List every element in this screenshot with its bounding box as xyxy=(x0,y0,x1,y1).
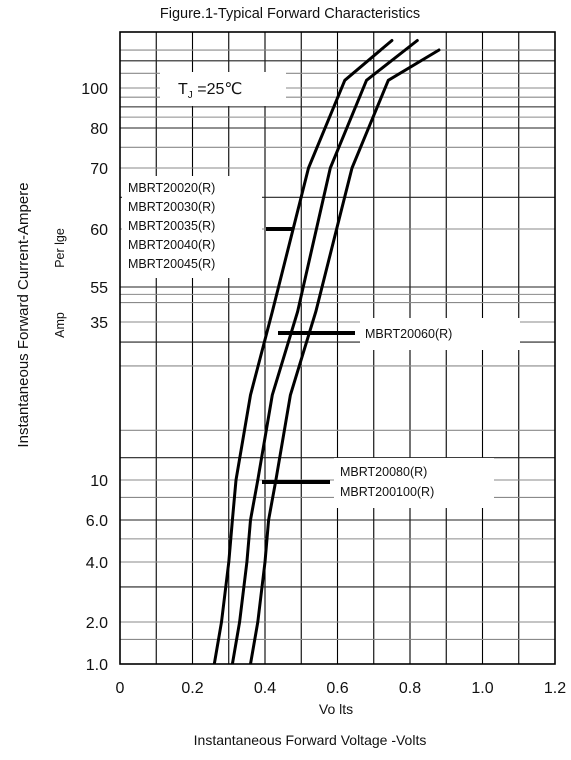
series-label: MBRT20035(R) xyxy=(128,219,215,233)
y-tick-label: 1.0 xyxy=(86,657,108,674)
x-tick-label: 0.6 xyxy=(326,680,348,697)
y-axis-unit-top: Per lge xyxy=(53,228,67,268)
series-label: MBRT200100(R) xyxy=(340,485,434,499)
y-tick-label: 60 xyxy=(90,222,108,239)
y-tick-label: 2.0 xyxy=(86,615,108,632)
curve-group xyxy=(212,39,441,664)
condition-label: TJ =25℃ xyxy=(178,81,242,101)
x-tick-label: 1.2 xyxy=(544,680,566,697)
series-label: MBRT20040(R) xyxy=(128,238,215,252)
y-tick-label: 100 xyxy=(81,81,108,98)
y-tick-label: 70 xyxy=(90,161,108,178)
series-label: MBRT20080(R) xyxy=(340,465,427,479)
y-tick-label: 80 xyxy=(90,121,108,138)
y-tick-label: 6.0 xyxy=(86,513,108,530)
y-axis-title: Instantaneous Forward Current-Ampere xyxy=(15,182,32,447)
y-tick-label: 55 xyxy=(90,280,108,297)
x-tick-label: 0 xyxy=(116,680,125,697)
y-tick-labels: 1.0 2.0 4.0 6.0 10 35 55 60 70 80 100 xyxy=(81,81,108,674)
y-axis-unit-bottom: Amp xyxy=(53,312,67,338)
leader-lines xyxy=(262,227,355,484)
y-tick-label: 35 xyxy=(90,315,108,332)
series-label: MBRT20020(R) xyxy=(128,181,215,195)
y-tick-label: 10 xyxy=(90,473,108,490)
x-tick-label: 1.0 xyxy=(471,680,493,697)
y-tick-label: 4.0 xyxy=(86,555,108,572)
x-axis-title: Instantaneous Forward Voltage -Volts xyxy=(194,732,427,748)
series-label-background xyxy=(334,458,494,508)
series-label: MBRT20030(R) xyxy=(128,200,215,214)
series-label: MBRT20060(R) xyxy=(365,327,452,341)
series-labels: MBRT20020(R) MBRT20030(R) MBRT20035(R) MBRT… xyxy=(128,181,452,499)
x-axis-label: Vo lts xyxy=(319,701,353,717)
series-label-background xyxy=(360,318,520,350)
plot-frame xyxy=(119,31,556,665)
x-tick-label: 0.2 xyxy=(181,680,203,697)
condition-box xyxy=(160,72,286,106)
series-label-background xyxy=(122,176,262,278)
forward-curve-3 xyxy=(249,48,441,664)
legend-backgrounds xyxy=(122,176,520,508)
forward-curve-2 xyxy=(230,39,419,664)
x-tick-label: 0.8 xyxy=(399,680,421,697)
chart-title: Figure.1-Typical Forward Characteristics xyxy=(160,6,420,22)
x-tick-labels: 0 0.2 0.4 0.6 0.8 1.0 1.2 xyxy=(116,680,567,697)
forward-curve-1 xyxy=(212,39,394,664)
series-label: MBRT20045(R) xyxy=(128,257,215,271)
x-tick-label: 0.4 xyxy=(254,680,276,697)
